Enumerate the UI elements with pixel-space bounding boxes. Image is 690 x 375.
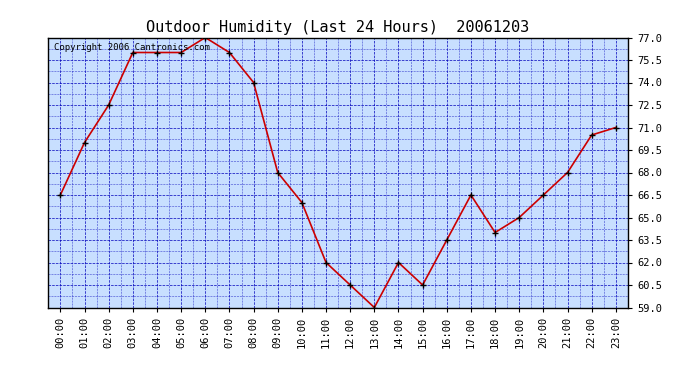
Text: Copyright 2006 Cantronics.com: Copyright 2006 Cantronics.com [54, 43, 210, 52]
Title: Outdoor Humidity (Last 24 Hours)  20061203: Outdoor Humidity (Last 24 Hours) 2006120… [146, 20, 530, 35]
